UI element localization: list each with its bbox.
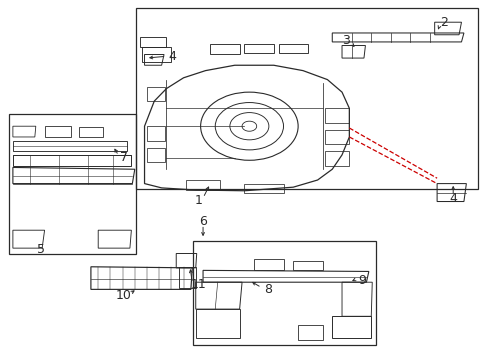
Text: 5: 5 [37,243,44,256]
Text: 1: 1 [194,194,202,207]
Text: 3: 3 [341,34,349,48]
Text: 9: 9 [358,274,366,287]
Bar [136,8,477,189]
Text: 8: 8 [264,283,271,296]
Text: 11: 11 [190,278,205,291]
Bar [9,114,136,253]
Text: 4: 4 [448,192,456,205]
Text: 10: 10 [116,289,132,302]
Text: 6: 6 [199,215,206,229]
Bar [193,241,375,345]
Text: 2: 2 [440,17,447,30]
Text: 7: 7 [120,151,127,164]
Text: 4: 4 [168,50,176,63]
